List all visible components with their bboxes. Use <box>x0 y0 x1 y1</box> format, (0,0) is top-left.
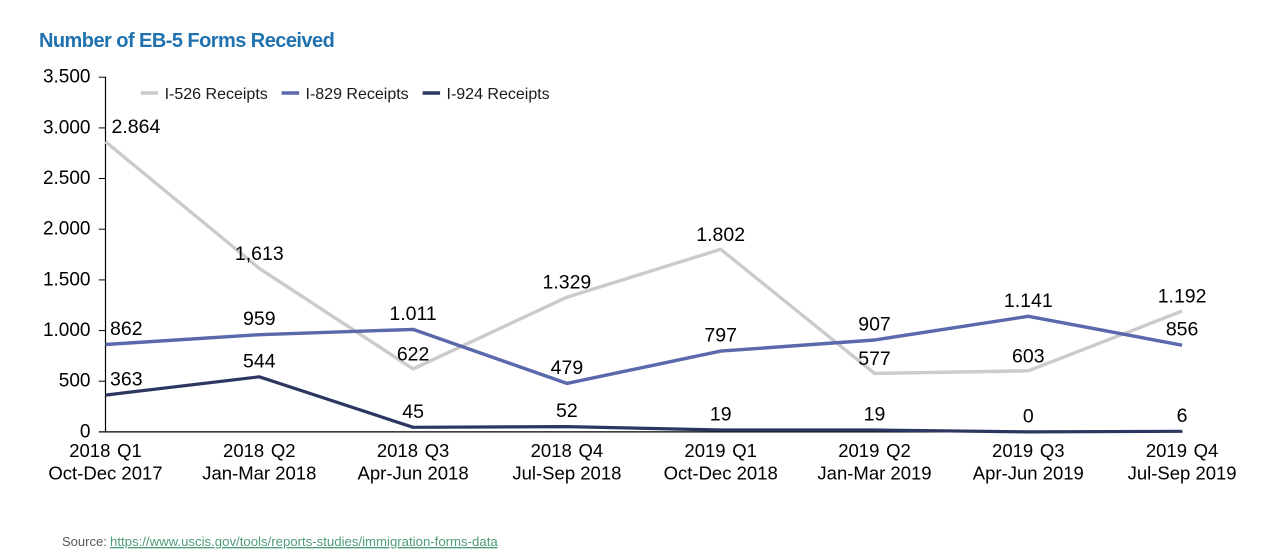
svg-text:Jul-Sep 2019: Jul-Sep 2019 <box>1128 462 1237 483</box>
svg-text:959: 959 <box>243 308 276 330</box>
svg-text:2.864: 2.864 <box>112 116 161 138</box>
svg-text:797: 797 <box>704 325 737 347</box>
svg-text:2.000: 2.000 <box>43 219 91 240</box>
svg-text:1.011: 1.011 <box>389 303 436 325</box>
svg-text:1.192: 1.192 <box>1158 286 1207 308</box>
svg-text:https://www.uscis.gov/tools/re: https://www.uscis.gov/tools/reports-stud… <box>110 534 498 549</box>
svg-text:19: 19 <box>864 404 886 426</box>
svg-text:2019 Q3: 2019 Q3 <box>992 440 1065 461</box>
svg-text:1.141: 1.141 <box>1004 290 1053 312</box>
svg-text:0: 0 <box>80 421 91 442</box>
svg-text:I-526 Receipts: I-526 Receipts <box>165 86 268 103</box>
svg-text:Apr-Jun 2019: Apr-Jun 2019 <box>973 462 1084 483</box>
svg-text:2018 Q1: 2018 Q1 <box>69 440 142 461</box>
svg-text:2018 Q4: 2018 Q4 <box>531 440 604 461</box>
svg-text:3.500: 3.500 <box>43 67 91 88</box>
svg-text:19: 19 <box>710 404 732 426</box>
svg-text:Source:: Source: <box>62 534 107 549</box>
svg-text:2.500: 2.500 <box>43 168 91 189</box>
svg-text:577: 577 <box>858 348 891 370</box>
svg-text:500: 500 <box>59 371 91 392</box>
svg-text:1.000: 1.000 <box>43 320 91 341</box>
svg-text:622: 622 <box>397 343 430 365</box>
svg-text:544: 544 <box>243 350 276 372</box>
svg-text:52: 52 <box>556 400 578 422</box>
svg-text:Oct-Dec 2018: Oct-Dec 2018 <box>664 462 778 483</box>
svg-text:2019 Q4: 2019 Q4 <box>1146 440 1219 461</box>
svg-text:856: 856 <box>1166 319 1199 341</box>
svg-text:Jan-Mar 2019: Jan-Mar 2019 <box>817 462 931 483</box>
svg-text:Oct-Dec 2017: Oct-Dec 2017 <box>48 462 162 483</box>
svg-text:1.500: 1.500 <box>43 269 91 290</box>
svg-text:1.802: 1.802 <box>696 224 745 246</box>
svg-text:2018 Q3: 2018 Q3 <box>377 440 450 461</box>
svg-text:603: 603 <box>1012 345 1045 367</box>
svg-text:1,613: 1,613 <box>235 243 284 265</box>
svg-text:I-829 Receipts: I-829 Receipts <box>306 86 409 103</box>
svg-text:363: 363 <box>110 369 143 391</box>
svg-text:1.329: 1.329 <box>542 272 591 294</box>
svg-text:45: 45 <box>402 401 424 423</box>
svg-text:862: 862 <box>110 318 143 340</box>
svg-text:6: 6 <box>1177 405 1188 427</box>
svg-text:0: 0 <box>1023 405 1034 427</box>
svg-text:479: 479 <box>551 357 584 379</box>
svg-text:2019 Q2: 2019 Q2 <box>838 440 911 461</box>
svg-text:3.000: 3.000 <box>43 117 91 138</box>
svg-text:Jul-Sep 2018: Jul-Sep 2018 <box>512 462 621 483</box>
svg-text:Apr-Jun 2018: Apr-Jun 2018 <box>358 462 469 483</box>
svg-text:Number of EB-5 Forms Received: Number of EB-5 Forms Received <box>39 30 334 52</box>
svg-text:Jan-Mar 2018: Jan-Mar 2018 <box>202 462 316 483</box>
svg-text:2018 Q2: 2018 Q2 <box>223 440 296 461</box>
svg-text:I-924 Receipts: I-924 Receipts <box>447 86 550 103</box>
svg-text:907: 907 <box>858 314 891 336</box>
svg-text:2019 Q1: 2019 Q1 <box>684 440 757 461</box>
